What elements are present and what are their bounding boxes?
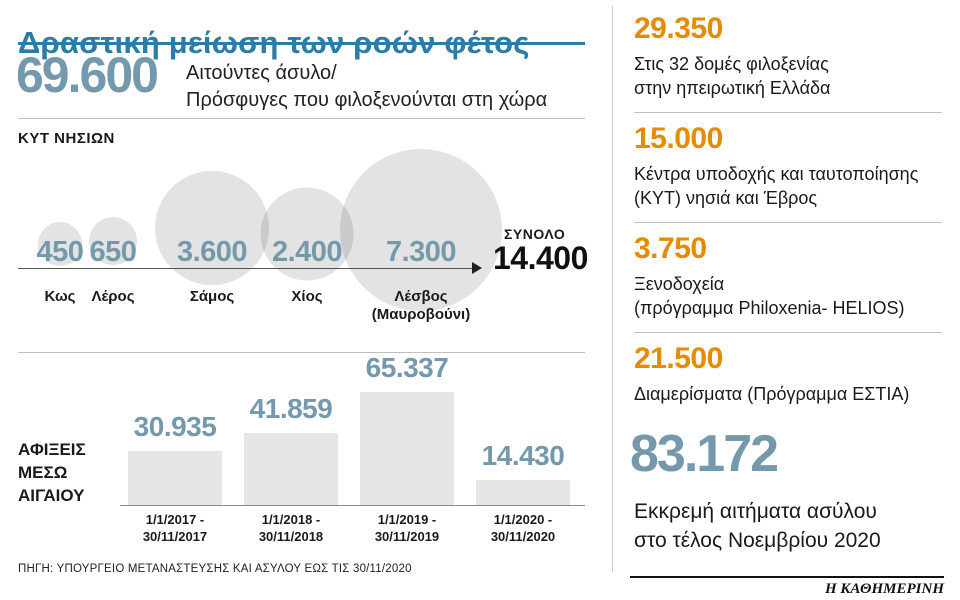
pending-desc: Εκκρεμή αιτήματα ασύλου στο τέλος Νοεμβρ… bbox=[634, 497, 881, 555]
island-name: Λέρος bbox=[91, 288, 135, 305]
stat-divider bbox=[634, 332, 942, 333]
stat-desc: Κέντρα υποδοχής και ταυτοποίησης (ΚΥΤ) ν… bbox=[634, 162, 918, 210]
island-name: Χίος bbox=[291, 288, 323, 305]
stat-value: 15.000 bbox=[634, 122, 723, 155]
pending-desc-line2: στο τέλος Νοεμβρίου 2020 bbox=[634, 529, 881, 552]
pending-value: 83.172 bbox=[630, 425, 779, 483]
island-name-line2: (Μαυροβούνι) bbox=[371, 306, 471, 323]
stat-value: 3.750 bbox=[634, 232, 707, 265]
total-arrow-icon bbox=[472, 262, 482, 274]
island-value: 450 bbox=[36, 236, 84, 268]
bar-group-2017: 30.935 bbox=[128, 345, 222, 505]
divider-middle bbox=[18, 352, 585, 353]
hero-label-line2: Πρόσφυγες που φιλοξενούνται στη χώρα bbox=[186, 89, 548, 111]
hero-label: Αιτούντες άσυλο/ Πρόσφυγες που φιλοξενού… bbox=[186, 60, 547, 114]
stat-desc-line2: (πρόγραμμα Philoxenia- HELIOS) bbox=[634, 298, 905, 318]
stat-desc-line1: Ξενοδοχεία bbox=[634, 274, 725, 294]
bar bbox=[128, 451, 222, 505]
period-line1: 1/1/2018 - bbox=[261, 512, 321, 527]
stat-desc-line1: Στις 32 δομές φιλοξενίας bbox=[634, 54, 829, 74]
island-name-line1: Λέσβος bbox=[394, 288, 448, 305]
stat-value: 21.500 bbox=[634, 342, 723, 375]
period-line1: 1/1/2019 - bbox=[377, 512, 437, 527]
arrivals-axis-title-line2: ΜΕΣΩ bbox=[18, 463, 68, 482]
bar-period: 1/1/2019 - 30/11/2019 bbox=[357, 511, 457, 545]
hero-label-line1: Αιτούντες άσυλο/ bbox=[186, 62, 337, 84]
hero-number: 69.600 bbox=[16, 47, 159, 103]
islands-total-value: 14.400 bbox=[493, 240, 588, 276]
stat-desc-line2: στην ηπειρωτική Ελλάδα bbox=[634, 78, 831, 98]
stat-desc: Διαμερίσματα (Πρόγραμμα ΕΣΤΙΑ) bbox=[634, 382, 909, 406]
island-name: Σάμος bbox=[189, 288, 235, 305]
source-note: ΠΗΓΗ: ΥΠΟΥΡΓΕΙΟ ΜΕΤΑΝΑΣΤΕΥΣΗΣ ΚΑΙ ΑΣΥΛΟΥ… bbox=[18, 563, 412, 575]
stat-divider bbox=[634, 222, 942, 223]
arrivals-axis-title-line1: ΑΦΙΞΕΙΣ bbox=[18, 440, 86, 459]
arrivals-axis-title-line3: ΑΙΓΑΙΟΥ bbox=[18, 486, 85, 505]
period-line2: 30/11/2019 bbox=[374, 529, 440, 544]
island-value: 2.400 bbox=[271, 236, 343, 268]
pending-desc-line1: Εκκρεμή αιτήματα ασύλου bbox=[634, 500, 877, 523]
islands-total-label: ΣΥΝΟΛΟ bbox=[504, 226, 566, 242]
arrivals-axis-title: ΑΦΙΞΕΙΣ ΜΕΣΩ ΑΙΓΑΙΟΥ bbox=[18, 438, 86, 507]
brand-logo: Η ΚΑΘΗΜΕΡΙΝΗ bbox=[824, 581, 944, 597]
island-bubble-leros bbox=[89, 217, 137, 265]
bar-group-2019: 65.337 bbox=[360, 345, 454, 505]
bar bbox=[360, 392, 454, 505]
island-bubble-kos bbox=[38, 222, 82, 266]
period-line2: 30/11/2017 bbox=[142, 529, 208, 544]
bar-group-2018: 41.859 bbox=[244, 345, 338, 505]
title-underline bbox=[18, 42, 585, 45]
vertical-divider bbox=[612, 6, 613, 572]
x-axis-line bbox=[120, 505, 585, 506]
divider-top bbox=[18, 118, 585, 119]
stat-divider bbox=[634, 112, 942, 113]
island-name: Λέσβος (Μαυροβούνι) bbox=[372, 288, 470, 324]
bar-period: 1/1/2018 - 30/11/2018 bbox=[241, 511, 341, 545]
island-name: Κως bbox=[44, 288, 76, 305]
bar-value: 41.859 bbox=[249, 393, 333, 424]
islands-baseline bbox=[18, 268, 472, 269]
period-line1: 1/1/2020 - bbox=[493, 512, 553, 527]
period-line1: 1/1/2017 - bbox=[145, 512, 205, 527]
bar-period: 1/1/2017 - 30/11/2017 bbox=[125, 511, 225, 545]
stat-desc-line1: Κέντρα υποδοχής και ταυτοποίησης bbox=[634, 164, 919, 184]
bar-value: 30.935 bbox=[133, 411, 217, 442]
island-bubble-samos bbox=[155, 171, 269, 285]
island-bubble-chios bbox=[260, 187, 354, 281]
island-value: 3.600 bbox=[176, 236, 248, 268]
island-value: 650 bbox=[89, 236, 137, 268]
bar-value: 65.337 bbox=[365, 352, 449, 383]
bar bbox=[244, 433, 338, 505]
bar bbox=[476, 480, 570, 505]
period-line2: 30/11/2020 bbox=[490, 529, 556, 544]
islands-section-title: ΚΥΤ ΝΗΣΙΩΝ bbox=[18, 130, 115, 147]
stat-desc-line2: (ΚΥΤ) νησιά και Έβρος bbox=[634, 188, 818, 208]
bar-value: 14.430 bbox=[481, 440, 565, 471]
island-value: 7.300 bbox=[385, 236, 457, 268]
bar-group-2020: 14.430 bbox=[476, 345, 570, 505]
stat-desc: Στις 32 δομές φιλοξενίας στην ηπειρωτική… bbox=[634, 52, 830, 100]
stat-value: 29.350 bbox=[634, 12, 723, 45]
bar-period: 1/1/2020 - 30/11/2020 bbox=[473, 511, 573, 545]
stat-desc: Ξενοδοχεία (πρόγραμμα Philoxenia- HELIOS… bbox=[634, 272, 905, 320]
period-line2: 30/11/2018 bbox=[258, 529, 324, 544]
stat-desc-line1: Διαμερίσματα (Πρόγραμμα ΕΣΤΙΑ) bbox=[634, 384, 910, 404]
brand-rule bbox=[630, 576, 944, 578]
island-bubble-lesvos bbox=[340, 149, 502, 311]
